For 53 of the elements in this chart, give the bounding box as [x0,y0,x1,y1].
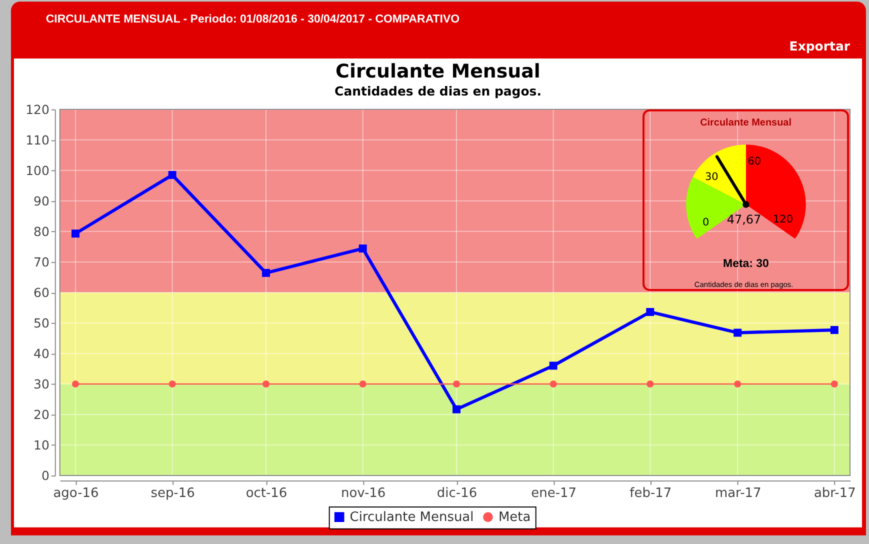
x-tick-label: abr-17 [814,486,856,501]
y-tick-label: 0 [41,468,50,484]
y-tick-label: 40 [34,346,50,361]
text: Exportar [789,38,851,54]
point [452,405,461,414]
y-tick-label: 100 [26,162,50,178]
point [262,268,270,277]
x-tick-label: oct-16 [246,486,288,501]
x-tick-label: dic-16 [436,486,478,501]
y-tick-label: 20 [34,406,50,422]
text: CIRCULANTE MENSUAL - Periodo: 01/08/2016 - 30/04/2017 - COMPARATIVO [46,14,460,26]
y-tick-label: 70 [34,254,50,270]
point [168,170,176,179]
x-tick-label: feb-17 [630,486,672,501]
y-tick-label: 30 [34,376,50,392]
point [72,380,80,388]
point [358,244,367,253]
legend-label: Circulante Mensual [350,510,474,526]
y-tick-label: 90 [34,193,50,208]
legend-label: Meta [498,510,531,526]
point [646,308,654,316]
x-tick-label: ago-16 [53,486,99,501]
annotation: 120 [772,213,793,226]
y-tick-label: 50 [34,315,50,330]
x-tick-label: ene-17 [531,486,577,501]
x-tick-label: mar-17 [714,486,762,501]
point [71,230,80,238]
chart-title: Circulante Mensual [336,60,540,82]
point [359,380,366,388]
point [830,326,838,334]
annotation: Meta: 30 [723,258,769,270]
point [168,380,176,388]
x-tick-label: nov-16 [340,486,386,501]
y-tick-label: 10 [34,438,50,453]
slice-label: 30 [704,171,718,184]
y-tick-label: 110 [26,132,50,148]
annotation: 47,67 [726,212,762,226]
y-tick-label: 120 [26,102,50,117]
point [262,380,270,388]
y-tick-label: 60 [34,284,50,300]
point [830,380,838,388]
point [734,380,742,388]
x-tick-label: sep-16 [150,486,195,501]
point [550,380,557,388]
y-tick-label: 80 [34,224,50,239]
point [646,380,654,388]
slice-label: 0 [702,216,710,228]
slice-label: 60 [748,155,762,168]
point [734,328,742,337]
chart-subtitle: Cantidades de dias en pagos. [334,83,542,98]
point [452,380,460,388]
point [549,362,558,370]
chart-title: Circulante Mensual [700,117,792,128]
